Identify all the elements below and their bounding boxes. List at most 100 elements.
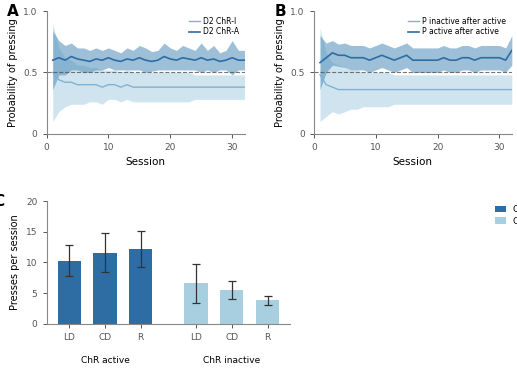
D2 ChR-A [198,55,204,60]
D2 ChR-A [142,58,148,62]
D2 ChR-I [223,85,229,89]
P active after active [360,55,367,60]
Bar [256,300,279,324]
D2 ChR-A [87,59,93,64]
P inactive after active [391,87,398,92]
D2 ChR-I [155,85,161,89]
P inactive after active [484,87,490,92]
D2 ChR-A [210,57,217,61]
D2 ChR-I [186,85,192,89]
P inactive after active [410,87,416,92]
D2 ChR-A [74,57,81,61]
D2 ChR-I [87,83,93,87]
P active after active [329,51,336,55]
D2 ChR-I [68,80,74,84]
P active after active [465,55,472,60]
Legend: ChR-A, ChR- I: ChR-A, ChR- I [493,203,517,228]
P active after active [323,55,329,60]
P active after active [440,55,447,60]
D2 ChR-A [99,58,105,62]
Y-axis label: Probability of pressing: Probability of pressing [275,18,285,127]
P active after active [478,55,484,60]
D2 ChR-I [148,85,155,89]
D2 ChR-A [217,59,223,64]
D2 ChR-I [235,85,241,89]
P active after active [398,55,404,60]
Bar [129,249,153,324]
P inactive after active [385,87,391,92]
D2 ChR-A [173,58,179,62]
D2 ChR-A [93,57,99,61]
D2 ChR-A [204,58,210,62]
D2 ChR-I [142,85,148,89]
Text: A: A [7,4,19,19]
P inactive after active [496,87,503,92]
D2 ChR-I [74,83,81,87]
D2 ChR-I [192,85,198,89]
Bar [57,260,81,324]
D2 ChR-A [112,58,118,62]
D2 ChR-I [124,83,130,87]
P active after active [354,55,360,60]
D2 ChR-I [241,85,248,89]
Bar [94,253,116,324]
Line: D2 ChR-I: D2 ChR-I [53,73,245,87]
P inactive after active [490,87,496,92]
Legend: D2 ChR-I, D2 ChR-A: D2 ChR-I, D2 ChR-A [187,15,241,38]
P active after active [379,53,385,58]
D2 ChR-I [56,77,62,82]
D2 ChR-A [81,58,87,62]
Text: ChR inactive: ChR inactive [203,356,261,365]
P active after active [391,58,398,62]
Text: ChR active: ChR active [81,356,129,365]
Text: B: B [274,4,286,19]
Bar [220,290,244,324]
D2 ChR-A [62,58,68,62]
P active after active [317,60,323,65]
D2 ChR-A [136,55,143,60]
D2 ChR-I [118,85,124,89]
D2 ChR-I [167,85,173,89]
D2 ChR-A [155,58,161,62]
P active after active [410,58,416,62]
Bar [185,283,208,324]
D2 ChR-A [148,59,155,64]
P inactive after active [422,87,428,92]
P inactive after active [472,87,478,92]
P active after active [496,55,503,60]
D2 ChR-I [204,85,210,89]
P inactive after active [453,87,459,92]
P inactive after active [416,87,422,92]
P active after active [367,58,373,62]
Legend: P inactive after active, P active after active: P inactive after active, P active after … [406,15,508,38]
Y-axis label: Presses per session: Presses per session [10,215,21,310]
P active after active [404,53,410,58]
D2 ChR-A [241,58,248,62]
P inactive after active [428,87,434,92]
D2 ChR-A [161,54,167,59]
P inactive after active [317,73,323,77]
P inactive after active [379,87,385,92]
P active after active [453,58,459,62]
P inactive after active [404,87,410,92]
P active after active [416,58,422,62]
P inactive after active [329,85,336,89]
P inactive after active [440,87,447,92]
D2 ChR-I [173,85,179,89]
D2 ChR-A [235,58,241,62]
P inactive after active [434,87,440,92]
D2 ChR-I [93,83,99,87]
D2 ChR-A [105,55,112,60]
P active after active [428,58,434,62]
P inactive after active [447,87,453,92]
P active after active [459,55,465,60]
P active after active [373,55,379,60]
Y-axis label: Probability of pressing: Probability of pressing [8,18,18,127]
D2 ChR-A [56,55,62,60]
D2 ChR-I [81,83,87,87]
P inactive after active [459,87,465,92]
P inactive after active [503,87,509,92]
P inactive after active [373,87,379,92]
P active after active [422,58,428,62]
P inactive after active [354,87,360,92]
